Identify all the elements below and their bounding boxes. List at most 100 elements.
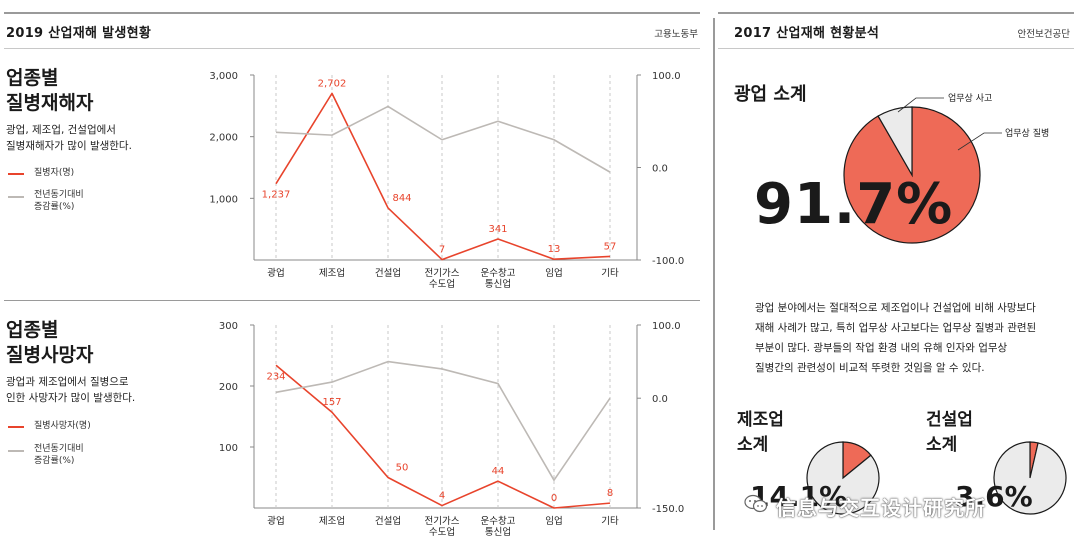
analysis-line: 광업 분야에서는 절대적으로 제조업이나 건설업에 비해 사망보다 (755, 302, 1036, 314)
left-tick-label: 1,000 (209, 194, 238, 205)
panel1-title-line1: 업종별 (6, 67, 59, 89)
panel1-desc-line1: 광업, 제조업, 건설업에서 (6, 124, 116, 136)
left-tick-label: 200 (219, 382, 238, 393)
right-header-rule (718, 48, 1074, 49)
panel2-legend-red: 질병사망자(명) (34, 421, 91, 431)
analysis-line: 질병간의 관련성이 비교적 뚜렷한 것임을 알 수 있다. (755, 362, 985, 374)
analysis-line: 부분이 많다. 광부들의 작업 환경 내의 유해 인자와 업무상 (755, 342, 1008, 354)
data-label: 13 (548, 244, 561, 255)
category-label: 기타 (601, 516, 619, 527)
panel2-title-line1: 업종별 (6, 319, 59, 341)
data-label: 44 (492, 466, 505, 477)
panel2-desc: 광업과 제조업에서 질병으로 인한 사망자가 많이 발생한다. (6, 374, 135, 406)
panel2-title: 업종별 질병사망자 (6, 318, 93, 368)
manufacturing-title-line1: 제조업 (737, 410, 784, 430)
construction-title-line1: 건설업 (926, 410, 973, 430)
panel2-desc-line1: 광업과 제조업에서 질병으로 (6, 376, 129, 388)
left-tick-label: 100 (219, 443, 238, 454)
construction-pie-title: 건설업 소계 (926, 408, 973, 458)
category-label: 건설업 (375, 515, 401, 527)
panel2-legend-gray-line1: 전년동기대비 (34, 444, 84, 454)
construction-pie-value: 3.6% (955, 480, 1033, 513)
panel-divider (4, 300, 700, 301)
data-label: 7 (439, 245, 445, 256)
analysis-line: 재해 사례가 많고, 특히 업무상 사고보다는 업무상 질병과 관련된 (755, 322, 1037, 334)
leader-line-disease (957, 132, 1002, 151)
right-tick-label: 100.0 (652, 321, 681, 332)
right-top-rule (718, 12, 1074, 14)
manufacturing-title-line2: 소계 (737, 435, 769, 455)
right-header-title: 2017 산업재해 현황분석 (734, 26, 880, 41)
panel2-legend-gray: 전년동기대비 증감률(%) (34, 443, 84, 467)
category-label: 운수창고 (481, 268, 516, 279)
data-label: 4 (439, 491, 445, 502)
panel1-legend-gray-swatch (8, 196, 24, 198)
panel1-legend-red-swatch (8, 173, 24, 175)
rate-series-line (275, 360, 611, 481)
pie-label-accident: 업무상 사고 (948, 93, 992, 104)
right-tick-label: -150.0 (652, 504, 684, 515)
panel1-desc: 광업, 제조업, 건설업에서 질병재해자가 많이 발생한다. (6, 122, 132, 154)
mining-pie-slice (877, 106, 913, 178)
data-label: 50 (396, 463, 409, 474)
panel2-desc-line2: 인한 사망자가 많이 발생한다. (6, 392, 136, 404)
category-label: 임업 (545, 515, 562, 527)
count-series-line (275, 92, 611, 261)
category-label: 광업 (267, 267, 284, 279)
panel2-legend-gray-swatch (8, 450, 24, 452)
category-label: 운수창고 (481, 516, 516, 527)
category-label: 기타 (601, 268, 619, 279)
panel1-legend-gray-line2: 증감률(%) (34, 202, 75, 212)
right-header-source: 안전보건공단 (1017, 29, 1070, 40)
left-top-rule (4, 12, 700, 14)
right-tick-label: 0.0 (652, 394, 668, 405)
construction-title-line2: 소계 (926, 435, 958, 455)
category-label: 제조업 (319, 267, 345, 279)
panel2-legend-red-swatch (8, 426, 24, 428)
data-label: 157 (322, 397, 341, 408)
panel1-legend-gray: 전년동기대비 증감률(%) (34, 189, 84, 213)
left-tick-label: 300 (219, 321, 238, 332)
watermark: 信息与交互设计研究所 (776, 496, 986, 520)
data-label: 234 (266, 371, 285, 382)
category-label: 건설업 (375, 267, 401, 279)
construction-pie-slice (993, 441, 1067, 515)
rate-series-line (275, 105, 611, 173)
manufacturing-pie-title: 제조업 소계 (737, 408, 784, 458)
data-label: 844 (392, 193, 411, 204)
category-label: 수도업 (429, 526, 455, 538)
category-label: 전기가스 (425, 268, 460, 279)
category-label: 통신업 (485, 278, 511, 290)
leader-line-accident (897, 97, 944, 113)
vertical-divider (713, 18, 715, 530)
data-label: 57 (604, 241, 617, 252)
left-header-rule (4, 48, 700, 49)
panel1-title: 업종별 질병재해자 (6, 66, 93, 116)
left-header-source: 고용노동부 (654, 29, 698, 40)
wechat-icon (744, 494, 768, 514)
pie-label-disease: 업무상 질병 (1005, 127, 1049, 139)
data-label: 341 (488, 224, 507, 235)
category-label: 임업 (545, 267, 562, 279)
left-tick-label: 2,000 (209, 133, 238, 144)
category-label: 수도업 (429, 278, 455, 290)
panel1-legend-gray-line1: 전년동기대비 (34, 190, 84, 200)
left-tick-label: 3,000 (209, 71, 238, 82)
right-tick-label: 0.0 (652, 164, 668, 175)
category-label: 통신업 (485, 526, 511, 538)
panel1-legend-red: 질병자(명) (34, 168, 75, 178)
panel1-desc-line2: 질병재해자가 많이 발생한다. (6, 140, 132, 152)
category-label: 광업 (267, 515, 284, 527)
data-label: 0 (551, 493, 557, 504)
count-series-line (275, 364, 611, 509)
panel1-title-line2: 질병재해자 (6, 92, 94, 114)
left-header-title: 2019 산업재해 발생현황 (6, 26, 152, 41)
category-label: 제조업 (319, 515, 345, 527)
right-tick-label: 100.0 (652, 71, 681, 82)
mining-pie-value: 91.7% (754, 172, 954, 237)
data-label: 8 (607, 488, 613, 499)
data-label: 1,237 (262, 190, 291, 201)
analysis-paragraph: 광업 분야에서는 절대적으로 제조업이나 건설업에 비해 사망보다 재해 사례가… (755, 298, 1055, 378)
category-label: 전기가스 (425, 516, 460, 527)
